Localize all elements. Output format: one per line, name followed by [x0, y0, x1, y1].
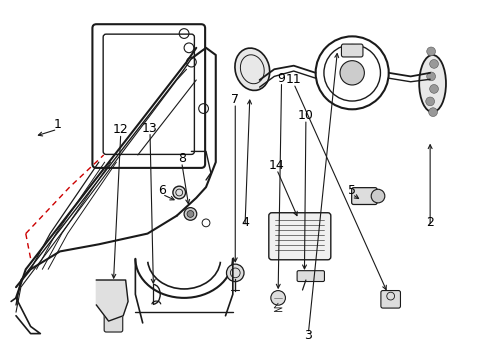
Ellipse shape: [419, 55, 446, 112]
Circle shape: [114, 293, 121, 301]
Circle shape: [100, 282, 108, 289]
Circle shape: [271, 291, 286, 305]
FancyBboxPatch shape: [104, 314, 123, 332]
Text: 2: 2: [426, 216, 434, 229]
Circle shape: [427, 47, 436, 56]
Circle shape: [226, 264, 244, 282]
Circle shape: [426, 97, 435, 106]
Circle shape: [371, 189, 385, 203]
Circle shape: [429, 108, 438, 117]
Text: 1: 1: [53, 118, 61, 131]
Text: 8: 8: [178, 152, 186, 165]
FancyBboxPatch shape: [352, 188, 377, 204]
Circle shape: [427, 72, 436, 81]
Text: 9: 9: [278, 72, 286, 85]
Circle shape: [340, 61, 365, 85]
Circle shape: [430, 85, 439, 93]
Text: 7: 7: [231, 93, 239, 106]
FancyBboxPatch shape: [297, 271, 324, 282]
Text: 13: 13: [142, 122, 158, 135]
Circle shape: [430, 59, 439, 68]
FancyBboxPatch shape: [381, 291, 400, 308]
Text: 12: 12: [113, 123, 129, 136]
FancyBboxPatch shape: [342, 44, 363, 57]
Ellipse shape: [235, 48, 270, 90]
Polygon shape: [97, 280, 128, 321]
Text: 5: 5: [348, 184, 356, 197]
Text: 10: 10: [298, 109, 314, 122]
Text: 14: 14: [269, 159, 285, 172]
Circle shape: [187, 211, 194, 217]
Circle shape: [184, 208, 197, 220]
Circle shape: [110, 283, 117, 291]
Text: 11: 11: [286, 73, 302, 86]
Circle shape: [173, 186, 186, 199]
Text: 4: 4: [241, 216, 249, 229]
Text: 3: 3: [304, 329, 312, 342]
FancyBboxPatch shape: [269, 213, 331, 260]
Text: 6: 6: [158, 184, 166, 197]
